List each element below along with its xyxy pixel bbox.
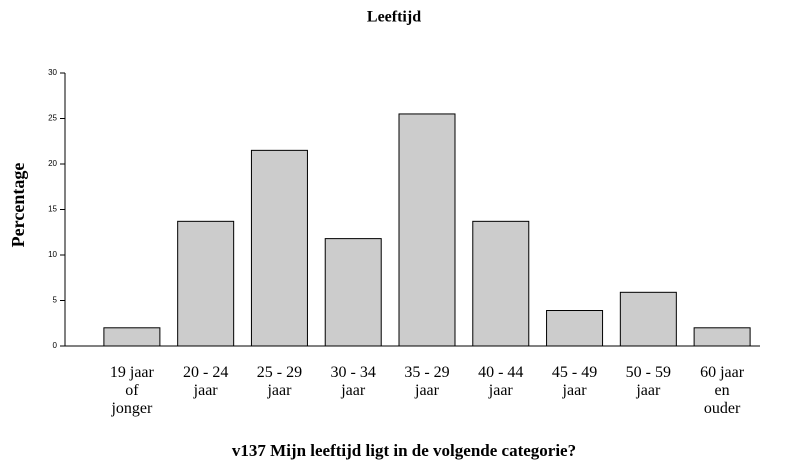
y-tick-label: 20 bbox=[48, 159, 57, 168]
x-tick-label: 20 - 24 jaar bbox=[182, 364, 229, 399]
y-axis-label: Percentage bbox=[8, 163, 28, 248]
bar bbox=[546, 310, 604, 347]
y-tick-label: 15 bbox=[48, 205, 57, 214]
y-tick-label: 30 bbox=[48, 68, 57, 77]
x-tick-label: 60 jaar en ouder bbox=[700, 364, 745, 417]
x-axis-label: v137 Mijn leeftijd ligt in de volgende c… bbox=[232, 441, 576, 460]
x-tick-label: 45 - 49 jaar bbox=[551, 364, 598, 399]
bar bbox=[472, 220, 530, 347]
y-tick-label: 5 bbox=[53, 296, 58, 305]
bar bbox=[103, 327, 161, 347]
x-tick-label: 40 - 44 jaar bbox=[478, 364, 524, 399]
y-tick-label: 10 bbox=[48, 250, 57, 259]
x-tick-label: 35 - 29 jaar bbox=[404, 364, 450, 399]
x-tick-label: 25 - 29 jaar bbox=[256, 364, 303, 399]
bar bbox=[693, 327, 751, 347]
bar bbox=[177, 220, 235, 347]
bar bbox=[324, 238, 382, 347]
bar bbox=[398, 113, 456, 347]
x-tick-label: 19 jaar of jonger bbox=[109, 364, 154, 417]
bar bbox=[619, 291, 677, 347]
x-tick-label: 30 - 34 jaar bbox=[330, 364, 376, 399]
y-tick-label: 25 bbox=[48, 114, 57, 123]
bar bbox=[250, 149, 308, 347]
y-tick-label: 0 bbox=[53, 341, 58, 350]
chart-title: Leeftijd bbox=[367, 9, 421, 26]
x-tick-label: 50 - 59 jaar bbox=[625, 364, 671, 399]
